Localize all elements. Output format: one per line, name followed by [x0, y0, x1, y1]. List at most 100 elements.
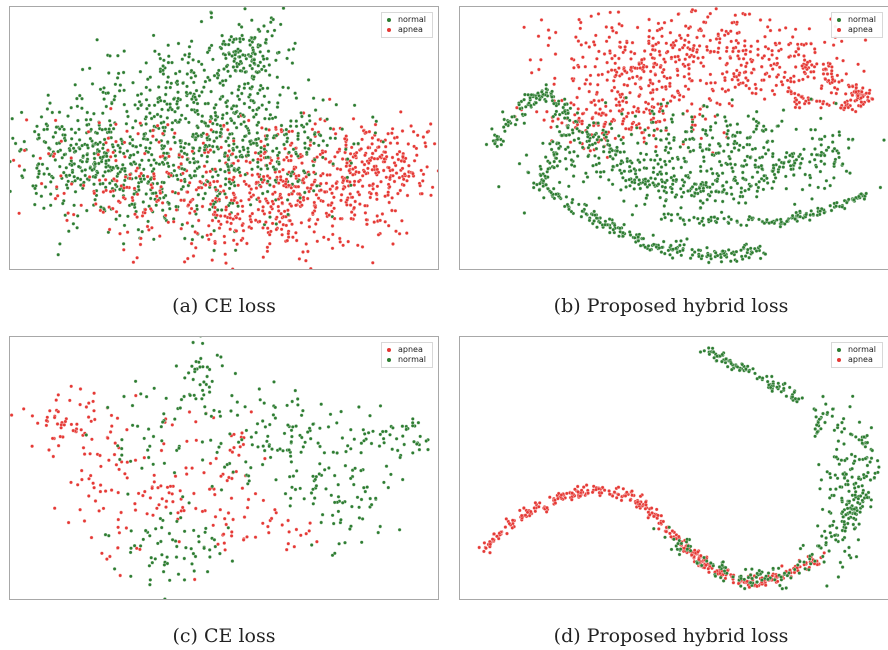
normal-point [259, 167, 263, 171]
normal-point [212, 537, 217, 542]
normal-point [668, 146, 673, 151]
apnea-point [610, 56, 614, 61]
apnea-point [629, 57, 633, 61]
normal-point [203, 411, 208, 416]
apnea-point [743, 39, 747, 43]
apnea-point [370, 260, 375, 265]
normal-point [209, 11, 214, 15]
normal-point [64, 173, 69, 178]
apnea-point [225, 127, 230, 132]
normal-point [619, 137, 623, 142]
apnea-point [744, 83, 748, 88]
apnea-point [510, 526, 515, 530]
normal-point [744, 223, 749, 228]
normal-point [348, 476, 353, 481]
apnea-point [193, 230, 198, 234]
normal-point [191, 132, 196, 137]
apnea-point [239, 238, 244, 243]
apnea-point [193, 419, 198, 424]
normal-point [262, 401, 267, 405]
apnea-point [793, 65, 798, 69]
apnea-point [642, 110, 646, 115]
normal-point [250, 66, 255, 71]
normal-point [570, 197, 575, 202]
apnea-point [71, 212, 76, 217]
apnea-point [278, 174, 283, 179]
apnea-point [621, 50, 626, 55]
normal-point [100, 146, 105, 151]
apnea-point [780, 82, 785, 87]
apnea-point [819, 105, 823, 110]
apnea-point [179, 198, 183, 203]
apnea-point [274, 510, 279, 515]
normal-point [705, 197, 710, 202]
apnea-point [294, 527, 299, 532]
normal-point [556, 146, 561, 151]
normal-point [188, 160, 192, 165]
apnea-point [495, 534, 499, 539]
apnea-point [707, 96, 712, 101]
apnea-point [600, 98, 605, 102]
apnea-point [17, 211, 21, 216]
normal-point [126, 214, 130, 219]
normal-point [722, 187, 726, 192]
apnea-point [401, 154, 405, 159]
apnea-point [227, 149, 232, 153]
apnea-point [590, 490, 595, 495]
normal-point [183, 141, 188, 146]
normal-point [695, 216, 700, 221]
apnea-point [681, 94, 686, 99]
normal-point [111, 144, 115, 149]
normal-point [77, 127, 81, 132]
normal-point [22, 139, 27, 144]
normal-point [63, 133, 67, 137]
apnea-point [387, 165, 391, 170]
apnea-point [569, 56, 574, 61]
apnea-point [103, 177, 108, 182]
legend-entry-b-0: normal [836, 15, 876, 25]
normal-point [271, 135, 276, 140]
normal-point [60, 124, 64, 129]
normal-point [275, 75, 280, 80]
normal-point [173, 539, 178, 543]
apnea-point [867, 88, 872, 93]
normal-point [140, 158, 144, 163]
apnea-point [269, 229, 273, 234]
apnea-point [393, 208, 398, 213]
apnea-point [687, 55, 692, 59]
normal-point [250, 167, 254, 172]
normal-point [174, 448, 179, 453]
normal-point [729, 192, 734, 197]
normal-point [552, 101, 556, 106]
apnea-point [172, 131, 177, 136]
apnea-point [669, 55, 674, 60]
normal-point [160, 160, 165, 165]
apnea-point [69, 422, 74, 427]
apnea-point [108, 154, 113, 159]
apnea-point [56, 393, 61, 397]
normal-point [663, 148, 668, 153]
normal-point [539, 90, 544, 94]
normal-point [312, 496, 317, 500]
apnea-point [224, 522, 229, 527]
legend-marker-c-1 [386, 358, 391, 362]
apnea-point [237, 216, 242, 221]
normal-point [238, 59, 243, 64]
apnea-point [584, 41, 588, 45]
apnea-point [638, 126, 642, 130]
apnea-point [190, 466, 194, 470]
normal-point [159, 424, 164, 429]
normal-point [148, 196, 153, 201]
apnea-point [281, 167, 285, 172]
normal-point [179, 149, 184, 153]
apnea-point [719, 28, 724, 33]
apnea-point [265, 226, 270, 231]
normal-point [316, 441, 320, 445]
apnea-point [315, 155, 319, 159]
normal-point [212, 248, 216, 253]
normal-point [804, 212, 809, 217]
apnea-point [687, 40, 691, 45]
apnea-point [261, 226, 265, 230]
apnea-point [616, 10, 621, 14]
apnea-point [284, 547, 289, 552]
